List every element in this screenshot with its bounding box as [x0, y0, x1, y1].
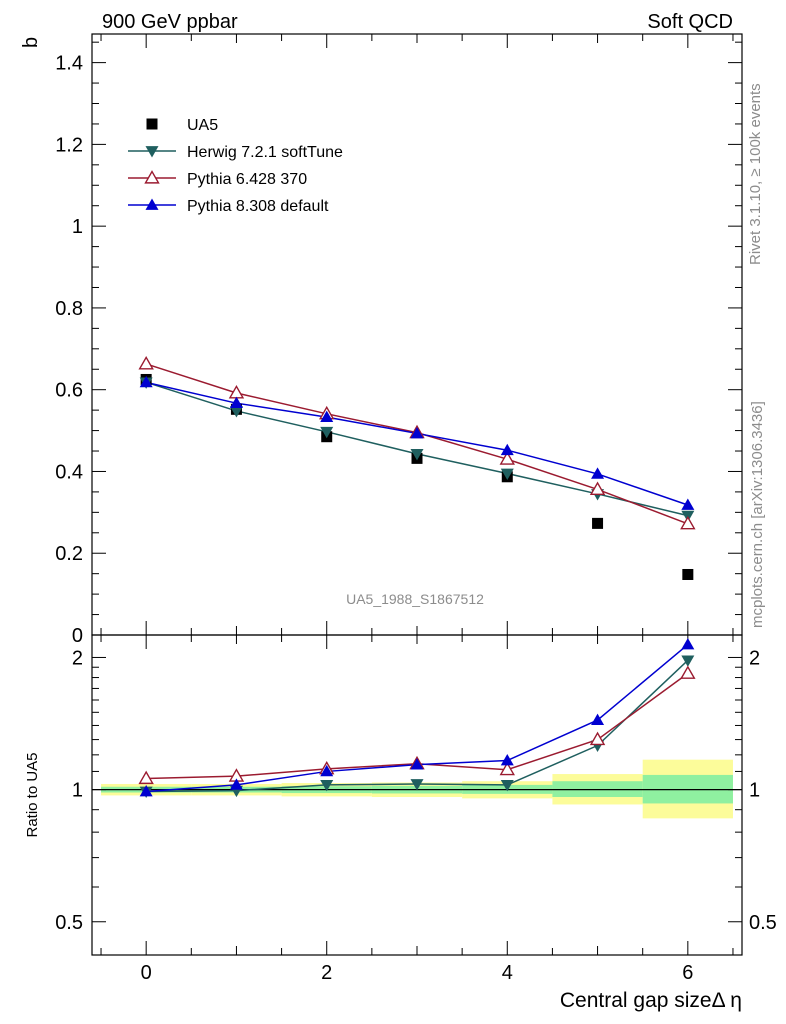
ratio-point-pythia6 [589, 731, 606, 746]
x-axis-label: Central gap sizeΔ η [560, 989, 742, 1012]
data-point-herwig [500, 468, 514, 481]
y-axis-label: b [20, 37, 42, 48]
ratio-point-pythia8 [139, 785, 153, 797]
ratio-panel: 0.5 0.5 1 1 2 2 0 2 4 6 Ratio to UA5 Central gap … [24, 634, 777, 1012]
ratio-point-herwig [681, 655, 695, 667]
y-tick-label: 1.4 [55, 53, 83, 75]
data-point-pythia8 [320, 410, 334, 422]
legend-marker-herwig [145, 146, 159, 158]
ratio-y-tick-label-right: 1 [749, 780, 760, 802]
ratio-y-tick-label-right: 0.5 [749, 912, 777, 934]
ratio-point-pythia8 [410, 758, 424, 770]
ratio-point-pythia8 [320, 764, 334, 777]
series-line-pythia6 [145, 363, 689, 525]
ratio-line-herwig [146, 659, 689, 793]
ratio-y-tick-label-right: 2 [749, 647, 760, 669]
x-tick-label: 4 [502, 962, 513, 984]
legend-label-pythia8: Pythia 8.308 default [187, 198, 329, 215]
data-point-pythia6 [499, 451, 515, 465]
data-point-pythia6 [138, 356, 154, 370]
data-point-herwig [410, 449, 424, 461]
ratio-point-pythia8 [500, 753, 514, 766]
y-tick-label: 0 [72, 625, 83, 647]
data-point-pythia8 [681, 498, 695, 510]
legend-marker-pythia6 [144, 170, 160, 184]
data-point-herwig [320, 426, 334, 439]
y-tick-label: 0.8 [55, 298, 83, 320]
ratio-y-tick-label: 1 [72, 780, 83, 802]
y-tick-label: 1 [72, 216, 83, 238]
legend-label-data: UA5 [187, 117, 218, 134]
data-point-herwig [229, 406, 243, 418]
ratio-point-pythia6 [499, 761, 515, 776]
data-point-pythia8 [410, 426, 424, 439]
legend-label-herwig: Herwig 7.2.1 softTune [187, 144, 343, 161]
data-point-pythia6 [680, 515, 696, 530]
side-text-mcplots: mcplots.cern.ch [arXiv:1306.3436] [749, 401, 766, 628]
ratio-point-pythia8 [229, 778, 243, 790]
ratio-frame [91, 634, 743, 956]
ratio-point-pythia8 [681, 638, 695, 650]
x-tick-label: 0 [141, 962, 152, 984]
ratio-series [138, 638, 696, 799]
markers-data [140, 373, 694, 580]
series-pythia8 [145, 381, 689, 506]
x-tick-label: 2 [321, 962, 332, 984]
data-point-pythia8 [139, 375, 153, 388]
data-point-pythia6 [589, 481, 606, 496]
data-point-pythia8 [229, 396, 243, 409]
y-tick-label: 0.2 [55, 543, 83, 565]
header-right: Soft QCD [647, 11, 733, 33]
ratio-point-herwig [410, 779, 424, 791]
markers-pythia6 [138, 356, 696, 530]
ratio-point-pythia6 [138, 770, 154, 785]
ratio-y-tick-label: 0.5 [55, 912, 83, 934]
main-panel: 0 0.2 0.4 0.6 0.8 1 1.2 1.4 b UA5_1988_S1867512… [20, 33, 743, 647]
series-herwig [145, 381, 689, 517]
data-point-pythia8 [591, 467, 605, 479]
watermark: UA5_1988_S1867512 [346, 591, 484, 607]
y-tick-label: 0.6 [55, 380, 83, 402]
legend-marker-data [146, 118, 158, 130]
ratio-y-tick-label: 2 [72, 647, 83, 669]
data-point-data [682, 568, 694, 580]
side-text-rivet: Rivet 3.1.10, ≥ 100k events [747, 83, 764, 265]
ratio-point-pythia6 [680, 665, 696, 679]
markers-pythia8 [139, 375, 695, 510]
legend-label-pythia6: Pythia 6.428 370 [187, 171, 307, 188]
ratio-point-pythia8 [591, 713, 605, 725]
ratio-axis-label: Ratio to UA5 [24, 752, 41, 837]
main-series [138, 356, 696, 580]
ratio-markers-pythia8 [139, 638, 695, 797]
ratio-point-herwig [320, 780, 334, 792]
data-point-pythia8 [500, 443, 514, 456]
header-left: 900 GeV ppbar [102, 11, 238, 33]
legend: UA5 Herwig 7.2.1 softTune Pythia 6.428 370… [128, 117, 343, 215]
series-line-pythia8 [145, 381, 689, 506]
series-line-herwig [145, 381, 689, 517]
legend-marker-pythia8 [145, 198, 159, 210]
y-tick-label: 1.2 [55, 134, 83, 156]
ratio-point-herwig [500, 780, 514, 792]
data-point-data [592, 517, 604, 529]
y-tick-label: 0.4 [55, 461, 83, 483]
markers-herwig [139, 377, 695, 523]
ratio-ticks: 0.5 0.5 1 1 2 2 0 2 4 6 [55, 635, 777, 984]
x-tick-label: 6 [682, 962, 693, 984]
main-ticks: 0 0.2 0.4 0.6 0.8 1 1.2 1.4 [55, 34, 742, 647]
series-pythia6 [145, 363, 689, 525]
